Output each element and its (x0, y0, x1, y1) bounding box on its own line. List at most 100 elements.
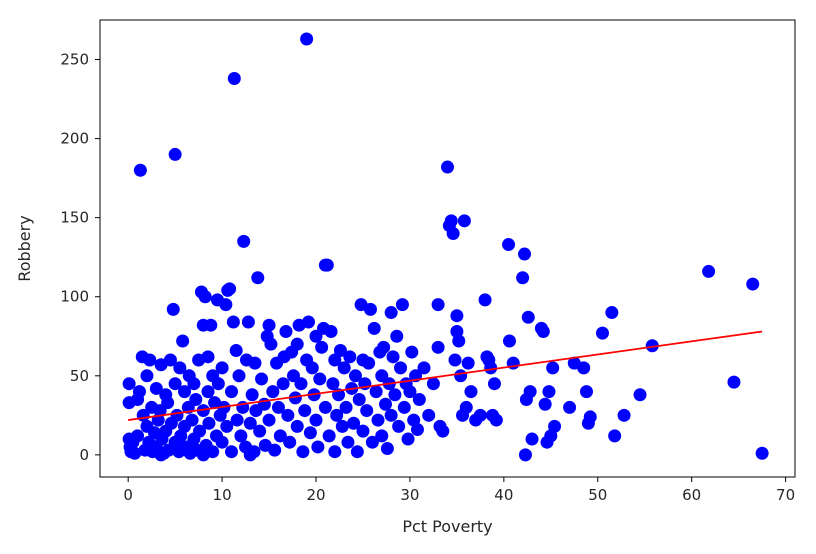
data-point (335, 419, 349, 433)
data-point (268, 443, 282, 457)
data-point (264, 337, 278, 351)
data-point (518, 247, 532, 261)
data-point (746, 277, 760, 291)
data-point (132, 385, 146, 399)
data-point (397, 400, 411, 414)
data-point (365, 435, 379, 449)
data-point (245, 388, 259, 402)
data-point (394, 361, 408, 375)
data-point (436, 424, 450, 438)
data-point (380, 442, 394, 456)
data-point (356, 424, 370, 438)
data-point (248, 356, 262, 370)
data-point (255, 372, 269, 386)
data-point (290, 337, 304, 351)
data-point (441, 160, 454, 174)
data-point (227, 72, 241, 86)
data-point (538, 397, 552, 411)
data-point (702, 264, 716, 278)
data-point (170, 408, 184, 422)
data-point (241, 315, 255, 329)
data-point (502, 238, 516, 252)
data-point (311, 440, 325, 454)
data-point (288, 391, 302, 405)
x-axis-label: Pct Poverty (402, 517, 492, 536)
y-tick-label: 100 (60, 288, 89, 306)
data-point (518, 448, 532, 462)
data-point (362, 356, 376, 370)
regression-line (128, 330, 763, 421)
data-point (294, 377, 308, 391)
data-point (220, 419, 234, 433)
data-point (448, 353, 462, 367)
data-point (187, 377, 201, 391)
data-point (251, 271, 265, 285)
data-point (122, 377, 136, 391)
data-point (149, 381, 163, 395)
data-point (204, 318, 218, 332)
data-point (521, 310, 535, 324)
data-point (426, 377, 440, 391)
data-point (542, 385, 556, 399)
data-point (473, 408, 487, 422)
y-tick-label: 150 (60, 209, 89, 227)
data-point (403, 385, 417, 399)
data-point (178, 385, 192, 399)
data-point (143, 353, 157, 367)
data-point (318, 400, 332, 414)
data-point (193, 424, 207, 438)
data-point (271, 400, 285, 414)
data-point (262, 318, 276, 332)
data-point (166, 302, 180, 316)
data-point (198, 290, 212, 304)
data-point (223, 282, 237, 296)
data-point (546, 361, 560, 375)
data-point (755, 446, 769, 460)
x-tick-label: 40 (494, 486, 513, 504)
data-point (461, 356, 475, 370)
data-point (431, 298, 445, 312)
data-point (215, 361, 229, 375)
data-point (333, 343, 347, 357)
data-point (348, 369, 362, 383)
x-tick-label: 0 (123, 486, 133, 504)
data-point (489, 413, 503, 427)
data-point (305, 361, 319, 375)
data-point (580, 385, 593, 399)
data-point (161, 396, 175, 410)
data-point (309, 413, 323, 427)
data-point (375, 429, 389, 443)
data-point (487, 377, 501, 391)
data-point (412, 393, 426, 407)
x-tick-label: 20 (306, 486, 325, 504)
data-point (215, 435, 229, 449)
data-point (422, 408, 436, 422)
data-point (645, 339, 659, 353)
data-point (281, 408, 295, 422)
data-point (392, 419, 406, 433)
data-point (283, 435, 297, 449)
data-point (371, 413, 385, 427)
data-point (201, 385, 215, 399)
y-tick-label: 0 (79, 446, 89, 464)
data-point (367, 321, 381, 335)
data-point (176, 334, 190, 348)
x-tick-label: 50 (588, 486, 607, 504)
data-point (173, 361, 187, 375)
data-point (185, 413, 199, 427)
data-point (405, 345, 419, 359)
data-point (296, 445, 310, 459)
data-point (243, 448, 257, 462)
data-point (315, 340, 329, 354)
data-point (229, 343, 243, 357)
data-point (452, 334, 466, 348)
data-point (379, 397, 393, 411)
data-point (133, 163, 147, 177)
data-point (384, 408, 398, 422)
data-point (444, 214, 458, 228)
data-point (608, 429, 622, 443)
x-tick-label: 70 (776, 486, 795, 504)
data-point (577, 361, 591, 375)
